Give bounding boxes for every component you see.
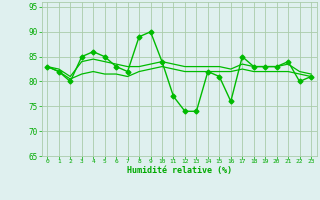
X-axis label: Humidité relative (%): Humidité relative (%) bbox=[127, 166, 232, 175]
